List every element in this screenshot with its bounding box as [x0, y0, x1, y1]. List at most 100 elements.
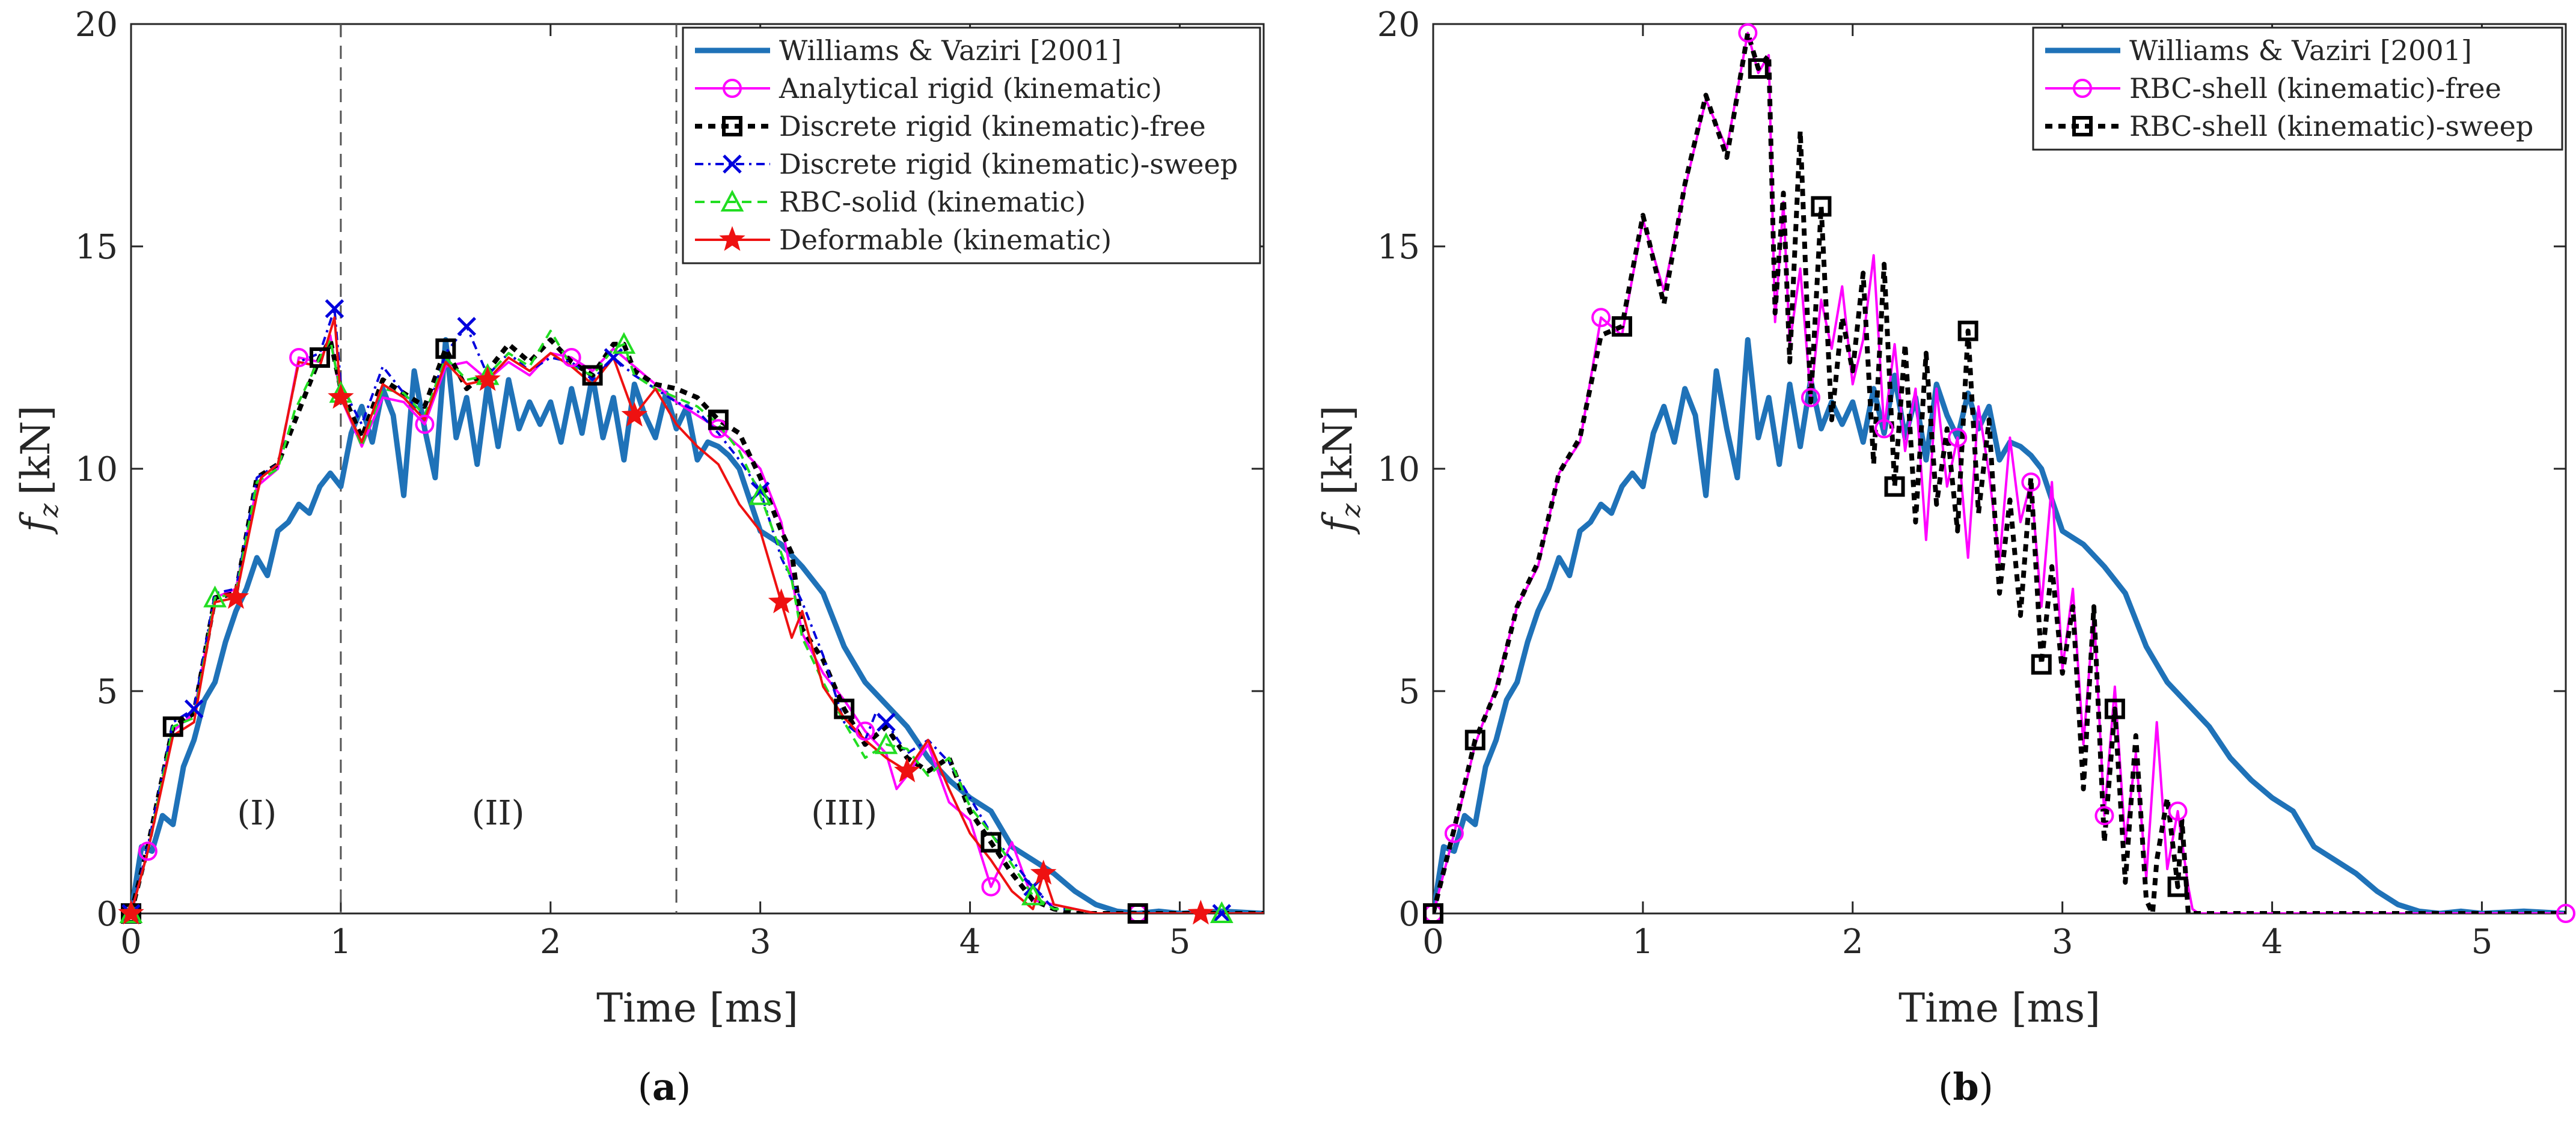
legend-entry: Williams & Vaziri [2001] — [2129, 34, 2472, 67]
series-group-a — [131, 307, 1264, 913]
data-point-marker — [621, 401, 648, 427]
y-tick-label: 15 — [1377, 228, 1420, 267]
y-tick-label: 10 — [1377, 450, 1420, 489]
plot-area-b — [1432, 23, 2567, 915]
data-point-marker — [203, 585, 227, 608]
data-point-marker — [328, 383, 354, 409]
markers-group-b — [1423, 23, 2575, 924]
data-point-marker — [561, 348, 581, 367]
y-tick-label: 5 — [1398, 672, 1420, 712]
data-point-marker — [2167, 876, 2188, 897]
legend-entry: Discrete rigid (kinematic)-free — [779, 110, 1206, 142]
x-tick-label: 0 — [120, 922, 142, 962]
data-point-marker — [834, 698, 855, 719]
markers-group-a — [118, 299, 1234, 925]
data-point-marker — [310, 347, 330, 368]
data-point-marker — [457, 317, 476, 336]
data-point-marker — [748, 483, 772, 505]
data-point-marker — [1612, 316, 1632, 337]
axis-ticks-b: 0 1 2 3 4 5 0 5 10 15 20 — [1377, 5, 2566, 962]
data-point-marker — [138, 841, 158, 861]
data-point-marker — [1738, 23, 1758, 43]
data-point-marker — [894, 757, 920, 782]
legend-marker — [723, 154, 742, 174]
data-point-marker — [118, 900, 144, 925]
legend-entry: Analytical rigid (kinematic) — [779, 72, 1162, 105]
data-point-marker — [1030, 859, 1057, 885]
x-tick-label: 3 — [750, 922, 771, 962]
y-tick-label: 10 — [75, 450, 118, 489]
legend-a: Williams & Vaziri [2001] Analytical rigid… — [682, 26, 1261, 264]
data-point-marker — [1464, 730, 1485, 751]
series-line-2 — [1433, 30, 2566, 913]
data-point-marker — [2168, 801, 2188, 821]
data-point-marker — [1884, 476, 1905, 497]
data-point-marker — [874, 732, 898, 754]
legend-marker — [720, 189, 744, 212]
x-tick-label: 2 — [1842, 922, 1864, 962]
data-point-marker — [708, 409, 729, 430]
data-point-marker — [1948, 428, 1968, 448]
legend-entry: Williams & Vaziri [2001] — [779, 34, 1122, 67]
data-point-marker — [1811, 196, 1832, 217]
x-tick-label: 4 — [2262, 922, 2283, 962]
region-label: (I) — [237, 794, 277, 833]
x-tick-label: 3 — [2052, 922, 2073, 962]
region-label: (III) — [811, 794, 877, 833]
y-axis-label-b: fz[kN] — [1315, 406, 1366, 535]
data-point-marker — [1957, 320, 1978, 341]
data-point-marker — [1212, 904, 1231, 923]
data-point-marker — [1021, 883, 1045, 906]
legend-marker — [719, 226, 745, 251]
data-point-marker — [222, 584, 249, 609]
region-label: (II) — [472, 794, 525, 833]
legend-marker — [723, 79, 742, 98]
data-point-marker — [1801, 388, 1820, 407]
data-point-marker — [1748, 58, 1769, 79]
region-labels-a: (I) (II) (III) — [237, 794, 877, 833]
data-point-marker — [435, 338, 456, 359]
data-point-marker — [184, 699, 204, 719]
x-tick-label: 0 — [1422, 922, 1444, 962]
series-line-1 — [131, 334, 1264, 913]
series-group-b — [1433, 30, 2566, 913]
series-line-0 — [1433, 337, 2566, 913]
y-tick-label: 0 — [96, 895, 118, 934]
legend-marker — [2073, 79, 2092, 98]
data-point-marker — [1444, 823, 1464, 843]
data-point-marker — [325, 299, 344, 319]
panel-label-a: (a) — [638, 1065, 691, 1109]
y-tick-label: 5 — [96, 672, 118, 712]
legend-entry: RBC-solid (kinematic) — [779, 186, 1086, 218]
chart-panel-b: 0 1 2 3 4 5 0 5 10 15 20 Time [ms] fz[kN] Williams… — [1315, 5, 2575, 1109]
x-tick-label: 2 — [540, 922, 561, 962]
legend-box — [2032, 26, 2563, 151]
data-point-marker — [2094, 806, 2114, 826]
x-tick-label: 1 — [330, 922, 352, 962]
divider-lines-a — [340, 24, 678, 913]
x-tick-label: 5 — [2471, 922, 2493, 962]
data-point-marker — [415, 415, 435, 434]
series-line-3 — [131, 307, 1264, 913]
x-tick-label: 1 — [1632, 922, 1654, 962]
legend-b: Williams & Vaziri [2001] RBC-shell (kinem… — [2032, 26, 2563, 151]
data-point-marker — [289, 348, 309, 367]
data-point-marker — [1210, 901, 1234, 923]
legend-entry: Deformable (kinematic) — [779, 224, 1112, 256]
data-point-marker — [855, 721, 875, 741]
data-point-marker — [1187, 900, 1214, 925]
data-point-marker — [1127, 903, 1148, 924]
data-point-marker — [877, 713, 896, 732]
y-tick-label: 20 — [1377, 5, 1420, 44]
data-point-marker — [582, 365, 603, 386]
panel-label-b: (b) — [1938, 1065, 1993, 1109]
data-point-marker — [474, 366, 501, 391]
data-point-marker — [162, 716, 183, 737]
legend-entry: RBC-shell (kinematic)-sweep — [2129, 110, 2533, 142]
data-point-marker — [1591, 308, 1611, 328]
data-point-marker — [1874, 419, 1894, 439]
legend-entry: Discrete rigid (kinematic)-sweep — [779, 148, 1238, 180]
legend-marker — [722, 116, 742, 136]
x-axis-label-a: Time [ms] — [596, 985, 798, 1031]
y-axis-label-a: fz[kN] — [13, 406, 64, 535]
